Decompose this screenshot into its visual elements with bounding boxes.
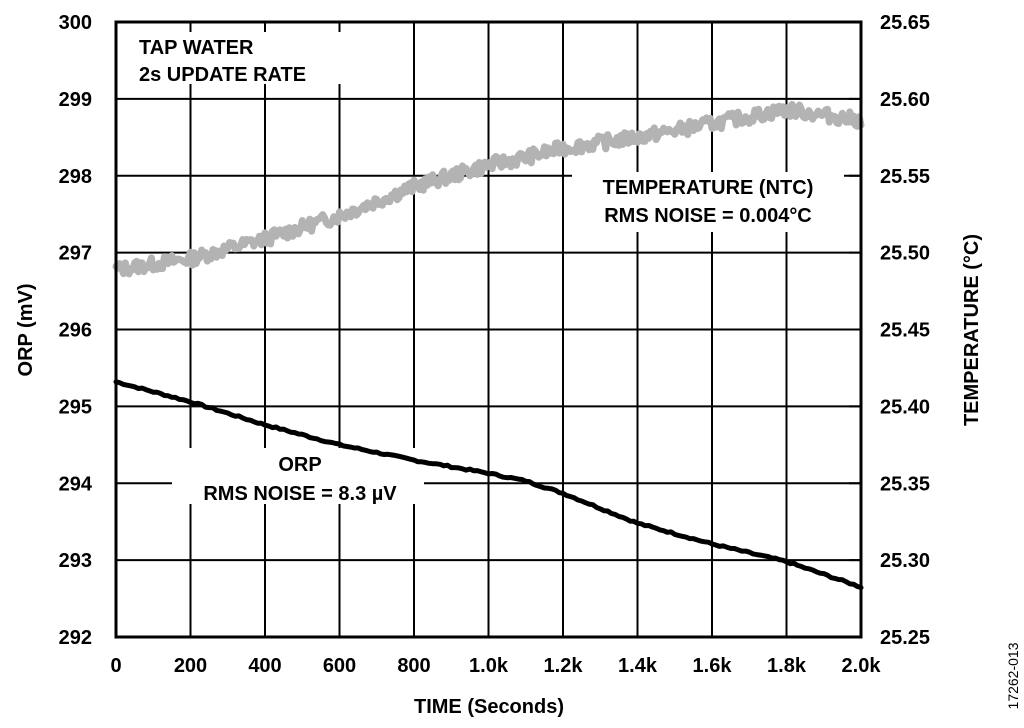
- right-tick-label: 25.40: [880, 396, 930, 418]
- annotation-orp-noise: RMS NOISE = 8.3 µV: [203, 483, 397, 505]
- annotation-temperature-noise: RMS NOISE = 0.004°C: [604, 205, 812, 227]
- left-tick-label: 297: [59, 243, 92, 265]
- right-tick-label: 25.25: [880, 627, 930, 649]
- annotation-temperature-title: TEMPERATURE (NTC): [603, 177, 814, 199]
- right-tick-label: 25.45: [880, 320, 930, 342]
- right-tick-label: 25.35: [880, 473, 930, 495]
- left-tick-label: 296: [59, 320, 92, 342]
- x-axis-tick-labels: 0 200 400 600 800 1.0k 1.2k 1.4k 1.6k 1.8k 2.0k: [110, 655, 881, 677]
- right-tick-label: 25.30: [880, 550, 930, 572]
- annotation-box-orp: [172, 448, 424, 504]
- plot-frame: [114, 20, 863, 639]
- x-tick-label: 2.0k: [842, 655, 882, 677]
- right-tick-label: 25.50: [880, 243, 930, 265]
- right-axis-tick-labels: 25.25 25.30 25.35 25.40 25.45 25.50 25.55 25.60…: [880, 12, 930, 649]
- x-tick-label: 200: [174, 655, 207, 677]
- annotation-box-temperature: [572, 172, 844, 232]
- x-tick-label: 600: [323, 655, 356, 677]
- left-tick-label: 298: [59, 166, 92, 188]
- figure-code: 17262-013: [1005, 642, 1021, 709]
- left-tick-label: 300: [59, 12, 92, 34]
- x-tick-label: 1.0k: [469, 655, 509, 677]
- right-tick-label: 25.65: [880, 12, 930, 34]
- right-axis-title: TEMPERATURE (°C): [961, 234, 983, 426]
- right-tick-label: 25.55: [880, 166, 930, 188]
- annotation-tap-water: TAP WATER: [139, 37, 254, 59]
- left-tick-label: 294: [59, 473, 93, 495]
- left-tick-label: 293: [59, 550, 92, 572]
- left-axis-tick-labels: 292 293 294 295 296 297 298 299 300: [59, 12, 93, 649]
- x-tick-label: 0: [110, 655, 121, 677]
- left-axis-title: ORP (mV): [15, 284, 37, 377]
- orp-series-line: [113, 379, 864, 591]
- temperature-series-line: [112, 100, 865, 278]
- x-tick-label: 1.4k: [618, 655, 658, 677]
- x-tick-label: 1.2k: [544, 655, 584, 677]
- left-tick-label: 292: [59, 627, 92, 649]
- x-tick-label: 400: [248, 655, 281, 677]
- annotation-update-rate: 2s UPDATE RATE: [139, 64, 306, 86]
- x-tick-label: 800: [397, 655, 430, 677]
- right-tick-label: 25.60: [880, 89, 930, 111]
- left-tick-label: 295: [59, 396, 92, 418]
- left-tick-label: 299: [59, 89, 92, 111]
- annotation-orp-title: ORP: [278, 454, 321, 476]
- annotation-box-tap-water: [132, 32, 344, 84]
- x-tick-label: 1.8k: [767, 655, 807, 677]
- x-tick-label: 1.6k: [693, 655, 733, 677]
- x-axis-title: TIME (Seconds): [414, 696, 564, 718]
